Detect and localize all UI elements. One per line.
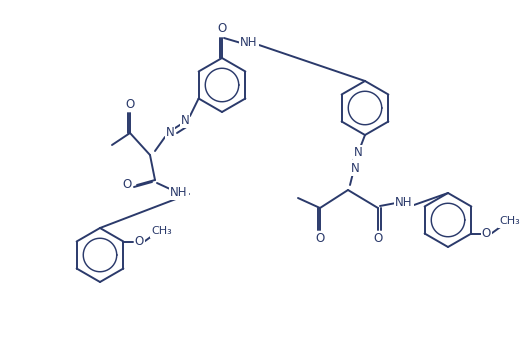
Text: N: N (353, 147, 362, 159)
Text: NH: NH (395, 197, 413, 209)
Text: NH: NH (170, 185, 188, 199)
Text: O: O (482, 227, 491, 240)
Text: O: O (135, 235, 144, 248)
Text: O: O (217, 21, 227, 35)
Text: N: N (351, 162, 359, 174)
Text: NH: NH (240, 37, 258, 49)
Text: O: O (123, 178, 132, 192)
Text: O: O (373, 232, 382, 246)
Text: N: N (166, 126, 175, 140)
Text: CH₃: CH₃ (151, 226, 172, 236)
Text: O: O (125, 98, 135, 110)
Text: CH₃: CH₃ (499, 216, 520, 226)
Text: N: N (180, 114, 189, 126)
Text: O: O (316, 232, 325, 246)
